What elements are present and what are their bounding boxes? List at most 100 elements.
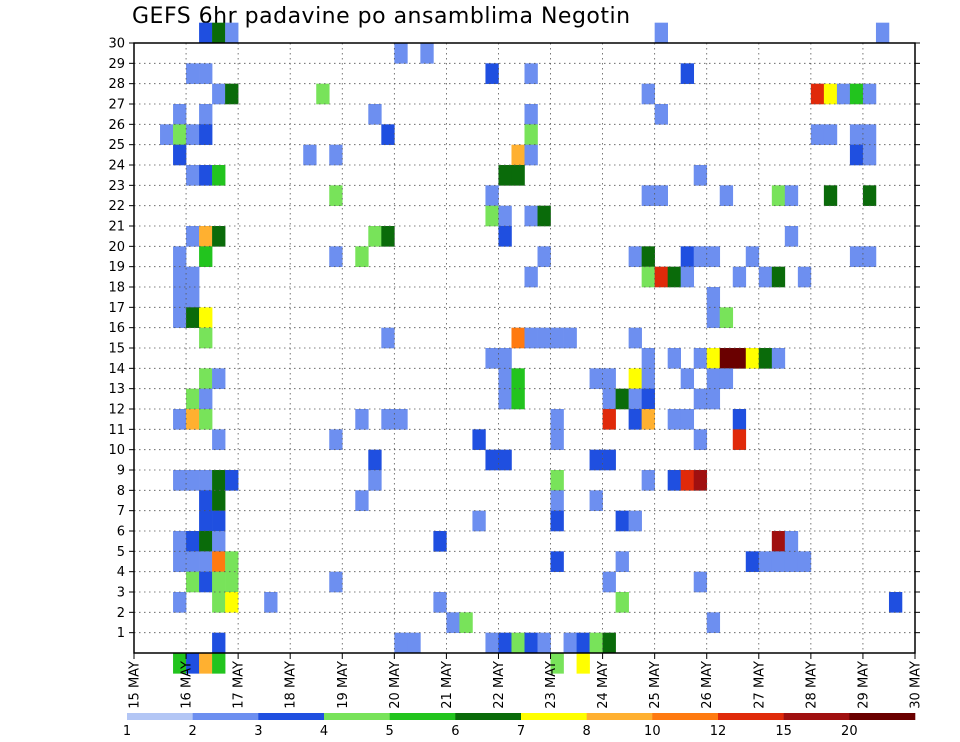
heatmap-cell (706, 612, 721, 633)
heatmap-cell (199, 470, 213, 491)
y-tick-label: 16 (108, 321, 125, 336)
heatmap-cell (771, 531, 786, 552)
heatmap-cell (524, 63, 538, 84)
y-tick-label: 26 (108, 118, 125, 133)
y-tick-label: 4 (117, 565, 125, 580)
x-tick-label: 26 MAY (700, 661, 715, 709)
heatmap-cell (212, 226, 226, 247)
heatmap-cell (823, 83, 838, 105)
heatmap-cell (810, 83, 825, 105)
x-tick-label: 16 MAY (180, 661, 195, 709)
heatmap-cell (199, 490, 213, 511)
y-tick-label: 18 (108, 281, 125, 296)
heatmap-cell (199, 63, 213, 84)
heatmap-cell (173, 144, 187, 166)
heatmap-cell (823, 185, 838, 206)
heatmap-cell (316, 83, 330, 105)
heatmap-cell (355, 409, 369, 430)
heatmap-cell (173, 470, 187, 491)
heatmap-cell (615, 388, 629, 410)
heatmap-cell (173, 307, 187, 328)
heatmap-cell (602, 368, 616, 389)
heatmap-cell (199, 510, 213, 532)
heatmap-cell (628, 327, 642, 349)
x-tick-label: 23 MAY (544, 661, 559, 709)
y-tick-label: 3 (117, 586, 125, 601)
heatmap-cell (160, 124, 174, 145)
colorbar-swatch (849, 713, 916, 720)
y-tick-label: 22 (108, 199, 125, 214)
colorbar-label: 6 (451, 724, 459, 739)
heatmap-cell (706, 388, 721, 410)
heatmap-cell (706, 246, 721, 267)
y-axis: 1234567891011121314151617181920212223242… (108, 37, 920, 641)
y-tick-label: 25 (108, 138, 125, 153)
heatmap-cell (862, 124, 877, 145)
heatmap-cell (758, 348, 773, 369)
heatmap-cell (368, 449, 382, 471)
colorbar-swatch (521, 713, 587, 720)
heatmap-cell (615, 551, 629, 572)
heatmap-cell (693, 246, 708, 267)
heatmap-cell (173, 124, 187, 145)
heatmap-cell (381, 327, 395, 349)
y-tick-label: 5 (117, 545, 125, 560)
heatmap-cell (732, 409, 747, 430)
heatmap-cell (225, 83, 239, 105)
heatmap-cell (771, 185, 786, 206)
heatmap-cell (368, 470, 382, 491)
x-tick-label: 20 MAY (388, 661, 403, 709)
heatmap-cell (407, 632, 421, 654)
heatmap-cell (511, 368, 525, 389)
colorbar-legend: 1 2 3 4 5 6 7 8 10 12 15 20 (123, 713, 916, 739)
heatmap-cell (706, 348, 721, 369)
heatmap-cell (602, 632, 616, 654)
heatmap-cell (667, 470, 681, 491)
heatmap-cell (186, 165, 200, 186)
heatmap-cell (199, 551, 213, 572)
cells-layer (160, 22, 903, 674)
heatmap-cell (576, 653, 590, 674)
heatmap-cell (485, 205, 499, 227)
y-tick-label: 24 (108, 159, 125, 174)
heatmap-cell (589, 490, 603, 511)
colorbar-swatch (127, 713, 193, 720)
heatmap-cell (381, 409, 395, 430)
heatmap-cell (498, 348, 512, 369)
colorbar-label: 2 (189, 724, 197, 739)
x-tick-label: 24 MAY (596, 661, 611, 709)
y-tick-label: 7 (117, 504, 125, 519)
x-tick-label: 27 MAY (752, 661, 767, 709)
heatmap-cell (173, 551, 187, 572)
heatmap-cell (745, 246, 760, 267)
heatmap-cell (758, 551, 773, 572)
x-tick-label: 25 MAY (648, 661, 663, 709)
heatmap-cell (173, 592, 187, 613)
heatmap-cell (693, 388, 708, 410)
colorbar-label: 4 (320, 724, 328, 739)
heatmap-cell (628, 409, 642, 430)
heatmap-cell (199, 327, 213, 349)
heatmap-cell (628, 368, 642, 389)
heatmap-cell (641, 348, 655, 369)
heatmap-cell (537, 327, 551, 349)
heatmap-cell (225, 551, 239, 572)
x-tick-label: 18 MAY (284, 661, 299, 709)
heatmap-cell (186, 571, 200, 593)
heatmap-cell (186, 531, 200, 552)
heatmap-cell (719, 348, 734, 369)
y-tick-label: 20 (108, 240, 125, 255)
heatmap-cell (550, 551, 564, 572)
heatmap-cell (199, 653, 213, 674)
heatmap-cell (173, 266, 187, 288)
heatmap-cell (745, 348, 760, 369)
heatmap-cell (680, 409, 695, 430)
heatmap-cell (186, 653, 200, 674)
heatmap-cell (732, 429, 747, 450)
heatmap-cell (862, 83, 877, 105)
heatmap-cell (368, 104, 382, 125)
heatmap-cell (420, 43, 434, 64)
heatmap-cell (394, 632, 408, 654)
heatmap-cell (628, 388, 642, 410)
heatmap-cell (186, 551, 200, 572)
